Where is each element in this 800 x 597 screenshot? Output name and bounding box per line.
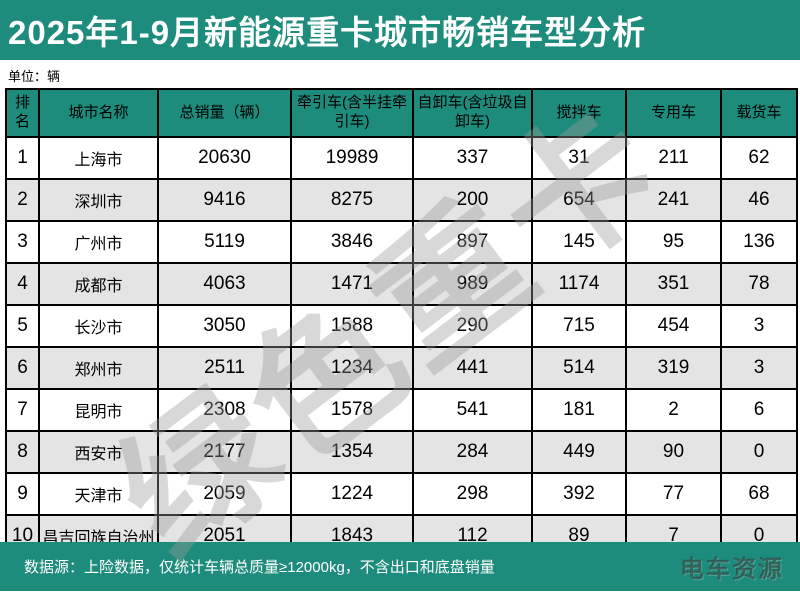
cargo-cell: 0 [720, 430, 798, 474]
header-special: 专用车 [625, 88, 722, 138]
city-sales-table: 排名 城市名称 总销量（辆） 牵引车(含半挂牵引车) 自卸车(含垃圾自卸车) 搅… [5, 88, 798, 558]
mixer-cell: 715 [531, 304, 627, 348]
city-cell: 郑州市 [38, 346, 159, 390]
table-row: 6 郑州市 2511 1234 441 514 319 3 [5, 346, 798, 390]
cargo-cell: 46 [720, 178, 798, 222]
total-cell: 5119 [157, 220, 292, 264]
total-cell: 2059 [157, 472, 292, 516]
header-tractor: 牵引车(含半挂牵引车) [290, 88, 414, 138]
cargo-cell: 6 [720, 388, 798, 432]
title-bar: 2025年1-9月新能源重卡城市畅销车型分析 [0, 0, 800, 60]
site-logo: 电车资源 [680, 556, 784, 583]
mixer-cell: 514 [531, 346, 627, 390]
cargo-cell: 62 [720, 136, 798, 180]
cargo-cell: 3 [720, 304, 798, 348]
total-cell: 2308 [157, 388, 292, 432]
special-cell: 77 [625, 472, 722, 516]
tractor-cell: 1224 [290, 472, 414, 516]
mixer-cell: 449 [531, 430, 627, 474]
tractor-cell: 3846 [290, 220, 414, 264]
unit-label: 单位：辆 [8, 69, 61, 84]
dump-cell: 541 [412, 388, 533, 432]
dump-cell: 298 [412, 472, 533, 516]
total-cell: 9416 [157, 178, 292, 222]
table-header-row: 排名 城市名称 总销量（辆） 牵引车(含半挂牵引车) 自卸车(含垃圾自卸车) 搅… [5, 88, 798, 138]
tractor-cell: 1471 [290, 262, 414, 306]
rank-cell: 1 [5, 136, 40, 180]
header-total: 总销量（辆） [157, 88, 292, 138]
rank-cell: 5 [5, 304, 40, 348]
header-rank: 排名 [5, 88, 40, 138]
tractor-cell: 19989 [290, 136, 414, 180]
rank-cell: 3 [5, 220, 40, 264]
data-source-note: 数据源：上险数据，仅统计车辆总质量≥12000kg，不含出口和底盘销量 [24, 559, 495, 576]
dump-cell: 897 [412, 220, 533, 264]
city-cell: 上海市 [38, 136, 159, 180]
cargo-cell: 3 [720, 346, 798, 390]
special-cell: 2 [625, 388, 722, 432]
special-cell: 95 [625, 220, 722, 264]
cargo-cell: 68 [720, 472, 798, 516]
special-cell: 454 [625, 304, 722, 348]
cargo-cell: 78 [720, 262, 798, 306]
table-row: 8 西安市 2177 1354 284 449 90 0 [5, 430, 798, 474]
table-row: 7 昆明市 2308 1578 541 181 2 6 [5, 388, 798, 432]
tractor-cell: 1234 [290, 346, 414, 390]
special-cell: 351 [625, 262, 722, 306]
dump-cell: 290 [412, 304, 533, 348]
special-cell: 211 [625, 136, 722, 180]
rank-cell: 8 [5, 430, 40, 474]
city-cell: 成都市 [38, 262, 159, 306]
mixer-cell: 181 [531, 388, 627, 432]
page-title: 2025年1-9月新能源重卡城市畅销车型分析 [8, 14, 647, 51]
footer-bar: 数据源：上险数据，仅统计车辆总质量≥12000kg，不含出口和底盘销量 电车资源 [0, 542, 800, 591]
mixer-cell: 654 [531, 178, 627, 222]
mixer-cell: 31 [531, 136, 627, 180]
cargo-cell: 136 [720, 220, 798, 264]
city-cell: 广州市 [38, 220, 159, 264]
table-row: 4 成都市 4063 1471 989 1174 351 78 [5, 262, 798, 306]
header-dump: 自卸车(含垃圾自卸车) [412, 88, 533, 138]
table-row: 3 广州市 5119 3846 897 145 95 136 [5, 220, 798, 264]
header-city: 城市名称 [38, 88, 159, 138]
special-cell: 90 [625, 430, 722, 474]
rank-cell: 9 [5, 472, 40, 516]
mixer-cell: 1174 [531, 262, 627, 306]
city-cell: 长沙市 [38, 304, 159, 348]
rank-cell: 4 [5, 262, 40, 306]
mixer-cell: 145 [531, 220, 627, 264]
total-cell: 2177 [157, 430, 292, 474]
total-cell: 4063 [157, 262, 292, 306]
city-cell: 西安市 [38, 430, 159, 474]
mixer-cell: 392 [531, 472, 627, 516]
rank-cell: 2 [5, 178, 40, 222]
tractor-cell: 1578 [290, 388, 414, 432]
dump-cell: 989 [412, 262, 533, 306]
dump-cell: 441 [412, 346, 533, 390]
header-mixer: 搅拌车 [531, 88, 627, 138]
city-cell: 深圳市 [38, 178, 159, 222]
table-row: 1 上海市 20630 19989 337 31 211 62 [5, 136, 798, 180]
total-cell: 2511 [157, 346, 292, 390]
city-cell: 天津市 [38, 472, 159, 516]
city-cell: 昆明市 [38, 388, 159, 432]
header-cargo: 载货车 [720, 88, 798, 138]
tractor-cell: 1588 [290, 304, 414, 348]
dump-cell: 200 [412, 178, 533, 222]
table-row: 2 深圳市 9416 8275 200 654 241 46 [5, 178, 798, 222]
dump-cell: 337 [412, 136, 533, 180]
rank-cell: 7 [5, 388, 40, 432]
table-row: 5 长沙市 3050 1588 290 715 454 3 [5, 304, 798, 348]
tractor-cell: 8275 [290, 178, 414, 222]
tractor-cell: 1354 [290, 430, 414, 474]
special-cell: 241 [625, 178, 722, 222]
rank-cell: 6 [5, 346, 40, 390]
total-cell: 20630 [157, 136, 292, 180]
dump-cell: 284 [412, 430, 533, 474]
special-cell: 319 [625, 346, 722, 390]
total-cell: 3050 [157, 304, 292, 348]
table-row: 9 天津市 2059 1224 298 392 77 68 [5, 472, 798, 516]
